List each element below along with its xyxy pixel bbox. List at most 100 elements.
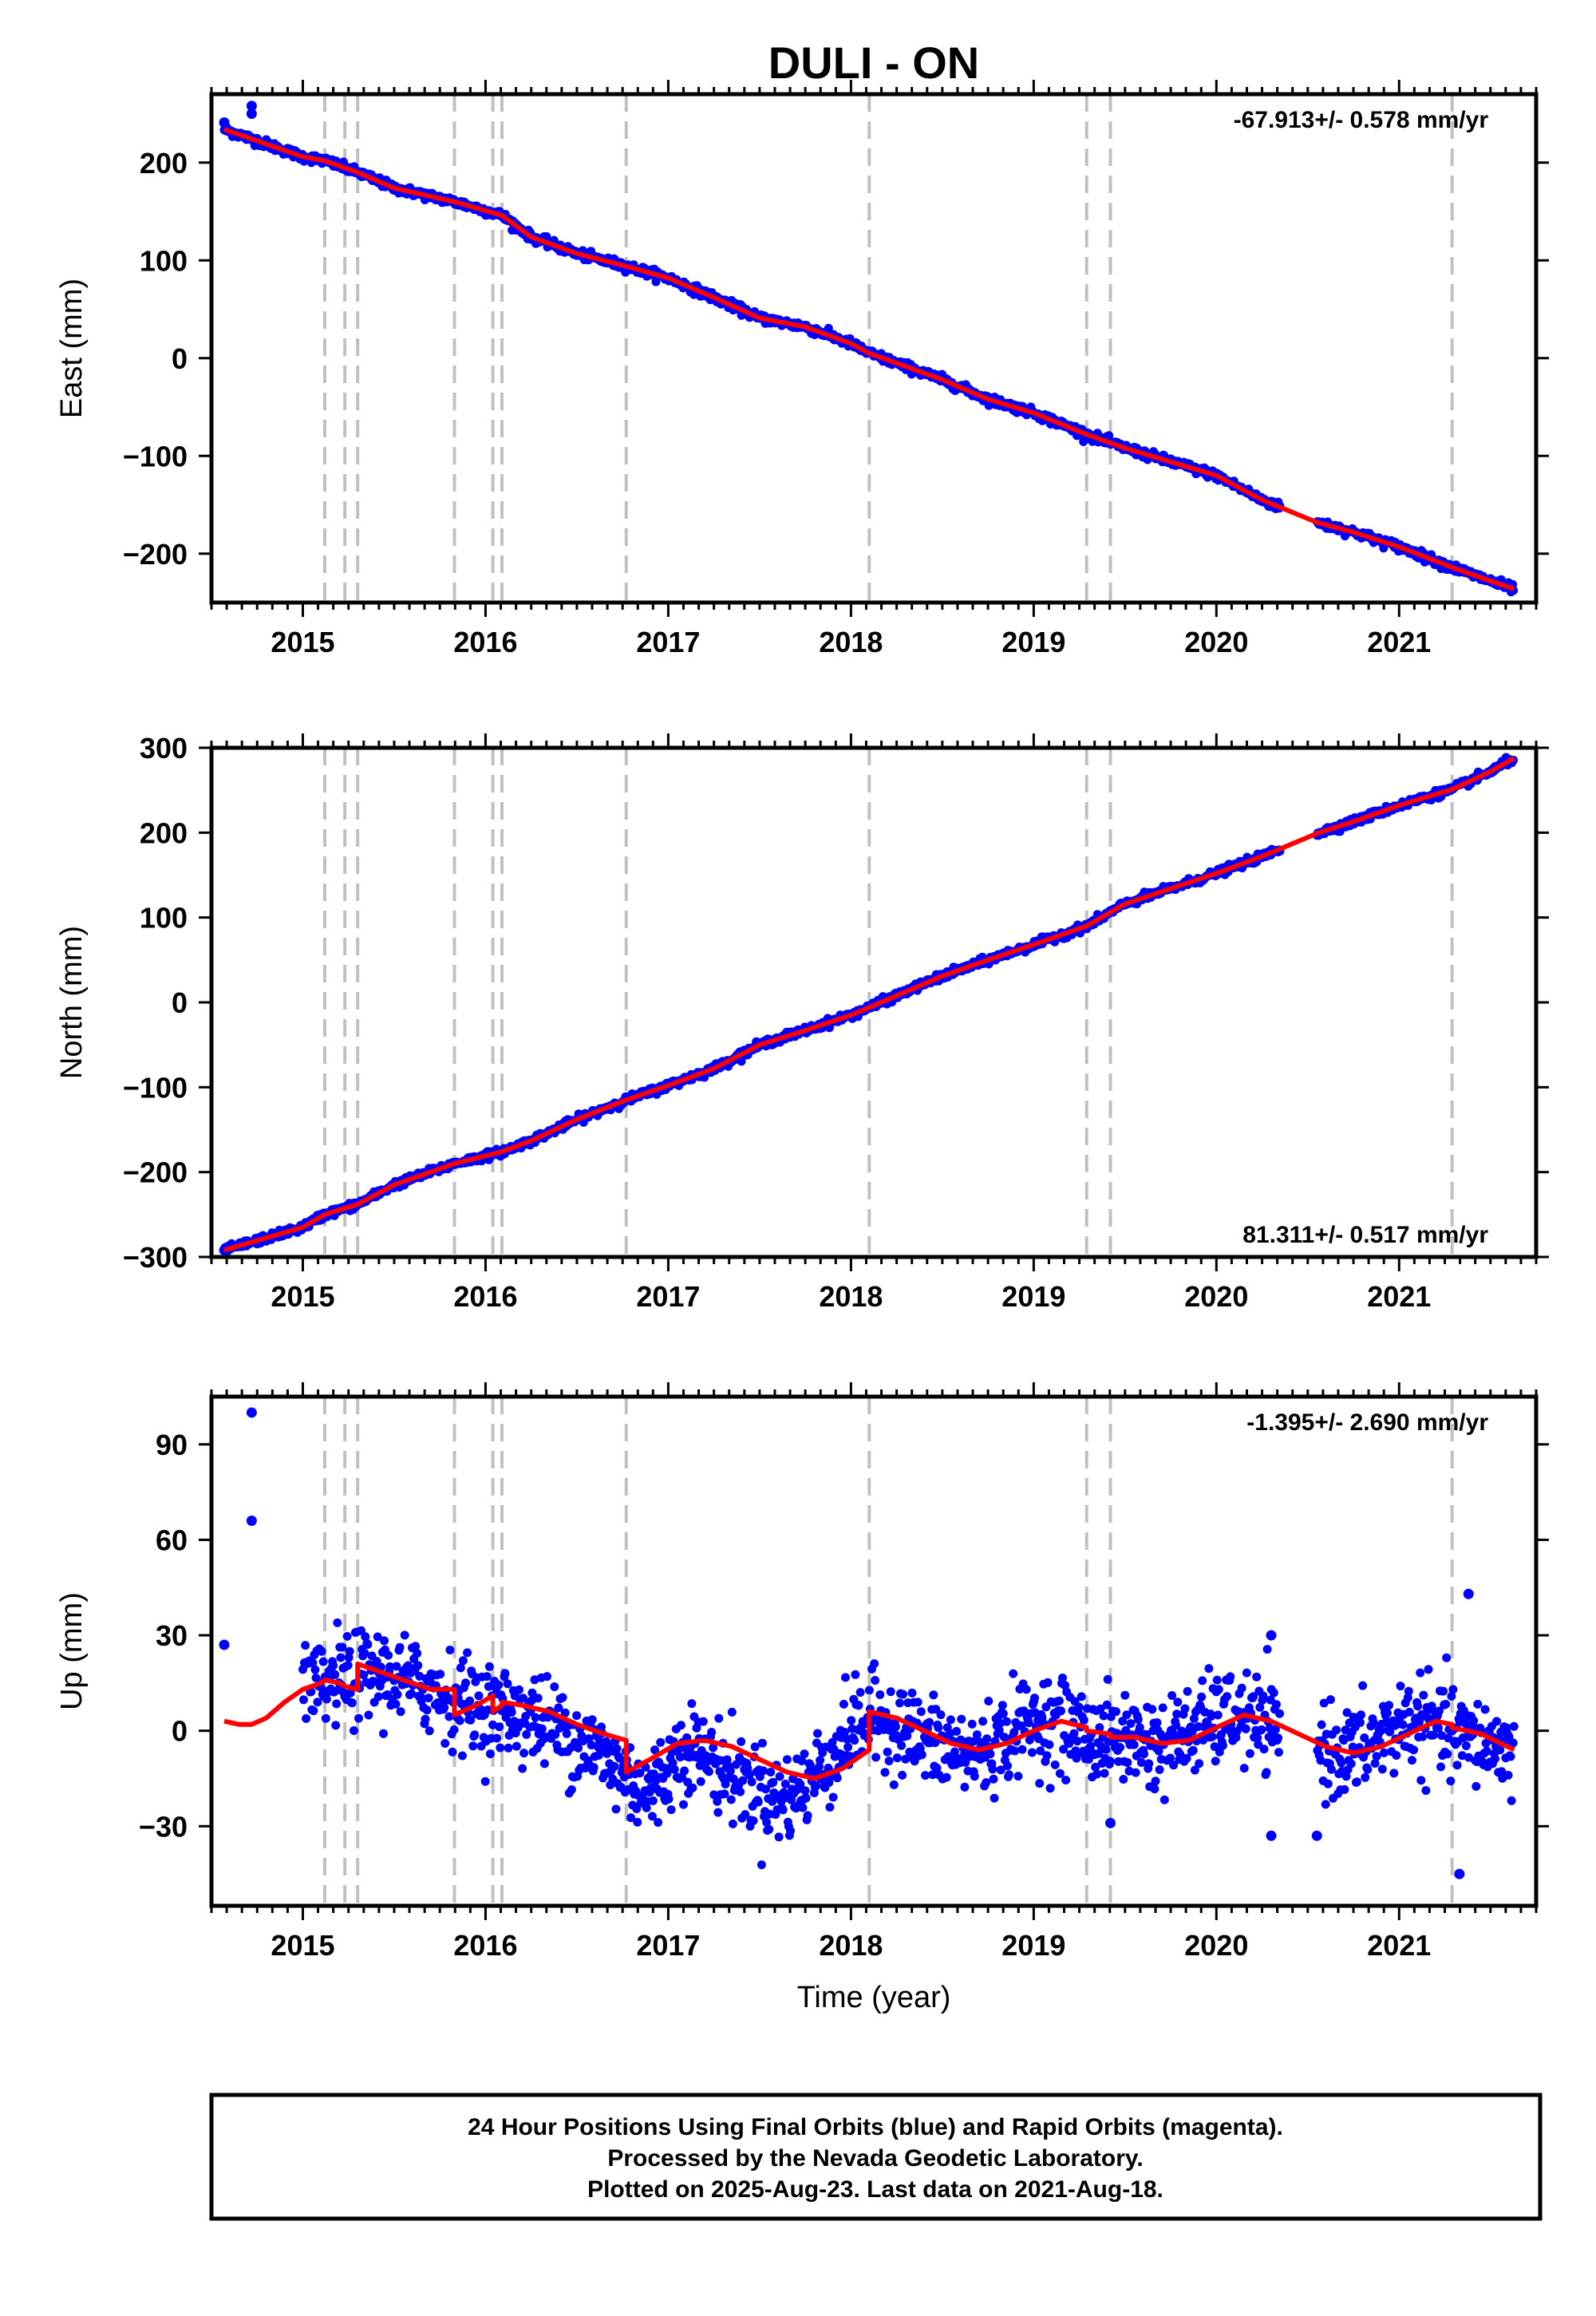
data-point [1017,1745,1027,1754]
data-point [1120,1690,1130,1700]
y-axis-label: East (mm) [55,279,89,418]
data-point [562,1729,571,1738]
x-tick-label: 2016 [453,626,517,658]
data-point [611,1804,621,1814]
data-point [504,1743,513,1753]
data-point [484,1682,493,1691]
data-point [1169,1761,1179,1770]
data-point [1074,1702,1084,1712]
rate-label: -67.913+/- 0.578 mm/yr [1234,107,1489,133]
data-point [1218,1741,1227,1750]
data-point [952,1726,962,1736]
data-point [1172,1709,1182,1719]
data-point [850,1736,859,1745]
data-point [317,1646,326,1656]
data-point [1003,1761,1012,1771]
data-point [738,1776,748,1785]
data-point [847,1716,856,1725]
data-point [656,1737,666,1747]
data-point [1436,1762,1445,1772]
data-point [741,1810,750,1820]
data-point [753,1797,763,1807]
data-point [463,1648,472,1658]
data-point [1166,1753,1175,1763]
outlier-point [1311,1830,1322,1841]
data-point [1357,1710,1365,1720]
data-point [1383,1708,1392,1717]
data-point [984,1697,994,1705]
data-point [507,1708,516,1717]
data-point [883,1747,892,1757]
data-point [440,1739,450,1748]
data-point [1385,1701,1394,1710]
x-tick-label: 2021 [1367,626,1431,658]
data-point [1404,1686,1413,1696]
data-point [1239,1764,1249,1773]
data-point [801,1793,811,1803]
data-point [1027,1748,1037,1757]
data-point [1136,1758,1146,1767]
data-point [917,1750,926,1760]
data-point [1269,1688,1278,1697]
data-point [875,1690,885,1699]
outlier-point [219,1639,230,1650]
data-point [587,1715,597,1725]
data-point [664,1794,674,1804]
data-point [587,1741,596,1750]
data-point [757,1860,766,1870]
data-point [329,1661,338,1670]
data-point [811,1781,820,1791]
data-point [800,1786,810,1796]
data-point [347,1698,357,1708]
data-point [934,1723,943,1733]
data-point [928,1770,938,1780]
data-point [336,1653,346,1662]
data-point [1158,1703,1167,1713]
data-point [308,1658,318,1668]
data-point [1061,1776,1071,1784]
data-point [841,1673,850,1682]
data-point [1142,1729,1152,1739]
data-point [1416,1776,1426,1785]
x-tick-label: 2018 [819,1280,883,1313]
y-tick-label: 200 [140,147,188,180]
x-tick-label: 2016 [453,1280,517,1313]
data-point [736,1787,745,1796]
data-point [650,1745,659,1755]
data-point [1042,1751,1052,1761]
data-point [458,1656,468,1666]
data-point [373,1632,382,1642]
data-point [364,1710,373,1720]
data-point [1255,1702,1265,1712]
data-point [998,1701,1007,1710]
data-point [1059,1745,1069,1754]
data-point [647,1812,657,1821]
data-point [309,1706,318,1716]
data-point [1323,1779,1333,1788]
y-tick-label: −30 [139,1810,188,1843]
y-tick-label: 60 [156,1524,188,1556]
data-point [662,1769,672,1778]
data-point [1102,1700,1112,1709]
data-point [519,1694,528,1703]
data-point [886,1687,895,1697]
data-point [1270,1725,1280,1734]
data-point [721,1780,730,1788]
data-point [698,1717,708,1726]
data-point [301,1641,310,1650]
x-tick-label: 2015 [271,626,334,658]
data-point [1212,1675,1222,1685]
data-point [892,1753,902,1763]
data-point [1057,1706,1065,1716]
data-point [574,1743,583,1753]
data-point [1437,1731,1446,1741]
data-point [318,1657,328,1666]
x-tick-label: 2020 [1184,1280,1248,1313]
data-point [782,1755,792,1765]
data-point [359,1670,369,1680]
data-point [1129,1740,1139,1749]
data-point [725,1766,735,1776]
data-point [1211,1757,1220,1766]
data-point [444,1712,454,1721]
data-point [1509,1721,1519,1731]
